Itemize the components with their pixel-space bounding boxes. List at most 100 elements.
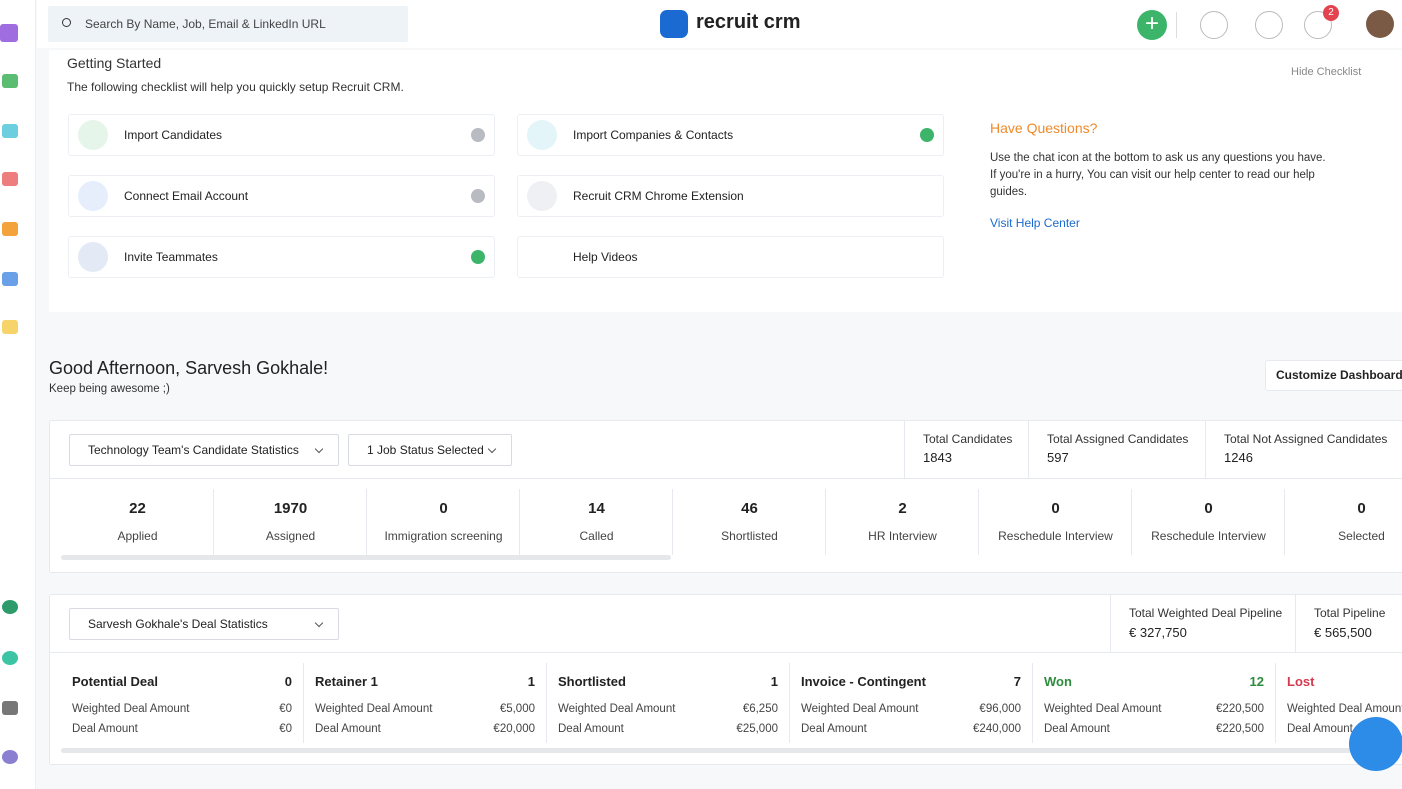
checklist-item[interactable]: Help Videos	[517, 236, 944, 278]
stage-label: Shortlisted	[721, 529, 778, 543]
customize-button[interactable]: Customize Dashboard	[1265, 360, 1402, 391]
deal-stage-name: Invoice - Contingent	[801, 674, 926, 689]
stage[interactable]: 14 Called	[520, 489, 673, 555]
stage-label: Applied	[117, 529, 158, 543]
team-filter[interactable]: Technology Team's Candidate Statistics	[69, 434, 339, 466]
deal-stage-count: 1	[527, 674, 535, 689]
stage[interactable]: 2 HR Interview	[826, 489, 979, 555]
stage-label: Immigration screening	[384, 529, 503, 543]
search-placeholder: Search By Name, Job, Email & LinkedIn UR…	[85, 17, 326, 31]
nav-email[interactable]	[2, 272, 18, 286]
checklist-item[interactable]: Connect Email Account	[68, 175, 495, 217]
checklist-item[interactable]: Import Candidates	[68, 114, 495, 156]
deal-stage[interactable]: Shortlisted 1 Weighted Deal Amount Deal Amo…	[547, 663, 790, 743]
scrollbar	[61, 555, 671, 560]
amount-value: €220,500	[1216, 723, 1264, 735]
weighted-label: Weighted Deal Amount	[72, 703, 190, 715]
stage-label: Selected	[1338, 529, 1385, 543]
chat-button[interactable]	[1349, 717, 1402, 771]
gift-button[interactable]	[1200, 11, 1228, 39]
total-label: Total Not Assigned Candidates	[1224, 432, 1388, 446]
candidate-stats-card: Technology Team's Candidate Statistics 1…	[49, 420, 1402, 573]
top-bar: Search By Name, Job, Email & LinkedIn UR…	[37, 0, 1402, 48]
nav-deals[interactable]	[2, 600, 18, 614]
stage[interactable]: 1970 Assigned	[214, 489, 367, 555]
total-box: Total Assigned Candidates 597	[1028, 421, 1205, 478]
deal-stage[interactable]: Retainer 1 1 Weighted Deal Amount Deal Amou…	[304, 663, 547, 743]
amount-label: Deal Amount	[558, 723, 624, 735]
total-value: 597	[1047, 450, 1069, 465]
stage[interactable]: 46 Shortlisted	[673, 489, 826, 555]
mail-button[interactable]	[1255, 11, 1283, 39]
checklist-item[interactable]: Import Companies & Contacts	[517, 114, 944, 156]
amount-value: €20,000	[493, 723, 535, 735]
help-paragraph: Use the chat icon at the bottom to ask u…	[990, 152, 1326, 164]
deal-filter[interactable]: Sarvesh Gokhale's Deal Statistics	[69, 608, 339, 640]
search-box[interactable]: Search By Name, Job, Email & LinkedIn UR…	[48, 6, 408, 42]
item-label: Help Videos	[573, 250, 638, 264]
amount-label: Deal Amount	[72, 723, 138, 735]
avatar[interactable]	[1366, 10, 1394, 38]
nav-settings[interactable]	[2, 750, 18, 764]
weighted-value: €0	[279, 703, 292, 715]
weighted-value: €220,500	[1216, 703, 1264, 715]
deal-stage-name: Potential Deal	[72, 674, 158, 689]
amount-value: €240,000	[973, 723, 1021, 735]
notification-badge: 2	[1323, 5, 1339, 21]
stage[interactable]: 0 Selected	[1285, 489, 1402, 555]
status-filter[interactable]: 1 Job Status Selected	[348, 434, 512, 466]
total-value: 1843	[923, 450, 952, 465]
stage-value: 1970	[273, 500, 308, 517]
item-icon	[527, 242, 557, 272]
total-label: Total Weighted Deal Pipeline	[1129, 606, 1283, 620]
item-icon	[527, 181, 557, 211]
deal-stage[interactable]: Invoice - Contingent 7 Weighted Deal Amoun…	[790, 663, 1033, 743]
scrollbar	[61, 748, 1351, 753]
item-check	[920, 128, 934, 142]
checklist-item[interactable]: Invite Teammates	[68, 236, 495, 278]
stage-value: 0	[439, 500, 448, 517]
stage[interactable]: 0 Immigration screening	[367, 489, 520, 555]
notification-button[interactable]	[1304, 11, 1332, 39]
help-link[interactable]: Visit Help Center	[990, 216, 1080, 230]
nav-candidates[interactable]	[2, 74, 18, 88]
total-value: € 565,500	[1314, 625, 1372, 640]
stage[interactable]: 0 Reschedule Interview	[1132, 489, 1285, 555]
nav-contacts[interactable]	[2, 172, 18, 186]
stage-label: Reschedule Interview	[998, 529, 1113, 543]
nav-companies[interactable]	[2, 124, 18, 138]
deal-stage-name: Shortlisted	[558, 674, 626, 689]
logo-text[interactable]: recruit crm	[696, 11, 801, 33]
checklist-subtitle: The following checklist will help you qu…	[67, 80, 404, 94]
item-check	[471, 189, 485, 203]
stage[interactable]: 22 Applied	[61, 489, 214, 555]
hide-checklist[interactable]: Hide Checklist	[1291, 66, 1362, 78]
item-label: Import Companies & Contacts	[573, 128, 734, 142]
deal-stage-count: 12	[1249, 674, 1264, 689]
deal-stage[interactable]: Potential Deal 0 Weighted Deal Amount Deal …	[61, 663, 304, 743]
total-label: Total Candidates	[923, 432, 1013, 446]
total-label: Total Assigned Candidates	[1047, 432, 1189, 446]
nav-reports[interactable]	[0, 24, 18, 42]
amount-value: €0	[279, 723, 292, 735]
nav-calendar[interactable]	[2, 320, 18, 334]
total-box: Total Pipeline € 565,500	[1295, 595, 1402, 652]
divider	[50, 478, 1402, 479]
divider	[50, 652, 1402, 653]
amount-label: Deal Amount	[801, 723, 867, 735]
checklist-title: Getting Started	[67, 55, 162, 71]
logo-icon	[660, 10, 688, 38]
nav-jobs[interactable]	[2, 222, 18, 236]
weighted-label: Weighted Deal Amount	[1044, 703, 1162, 715]
total-label: Total Pipeline	[1314, 606, 1386, 620]
deal-stage-count: 1	[770, 674, 778, 689]
deal-stage[interactable]: Won 12 Weighted Deal Amount Deal Amount €220…	[1033, 663, 1276, 743]
stage[interactable]: 0 Reschedule Interview	[979, 489, 1132, 555]
deal-stage[interactable]: Lost Weighted Deal Amount Deal Amount	[1276, 663, 1402, 743]
nav-billing[interactable]	[2, 701, 18, 715]
deal-stage-name: Lost	[1287, 674, 1315, 689]
stage-value: 46	[741, 500, 758, 517]
nav-analytics[interactable]	[2, 651, 18, 665]
add-button[interactable]: +	[1137, 10, 1167, 40]
checklist-item[interactable]: Recruit CRM Chrome Extension	[517, 175, 944, 217]
